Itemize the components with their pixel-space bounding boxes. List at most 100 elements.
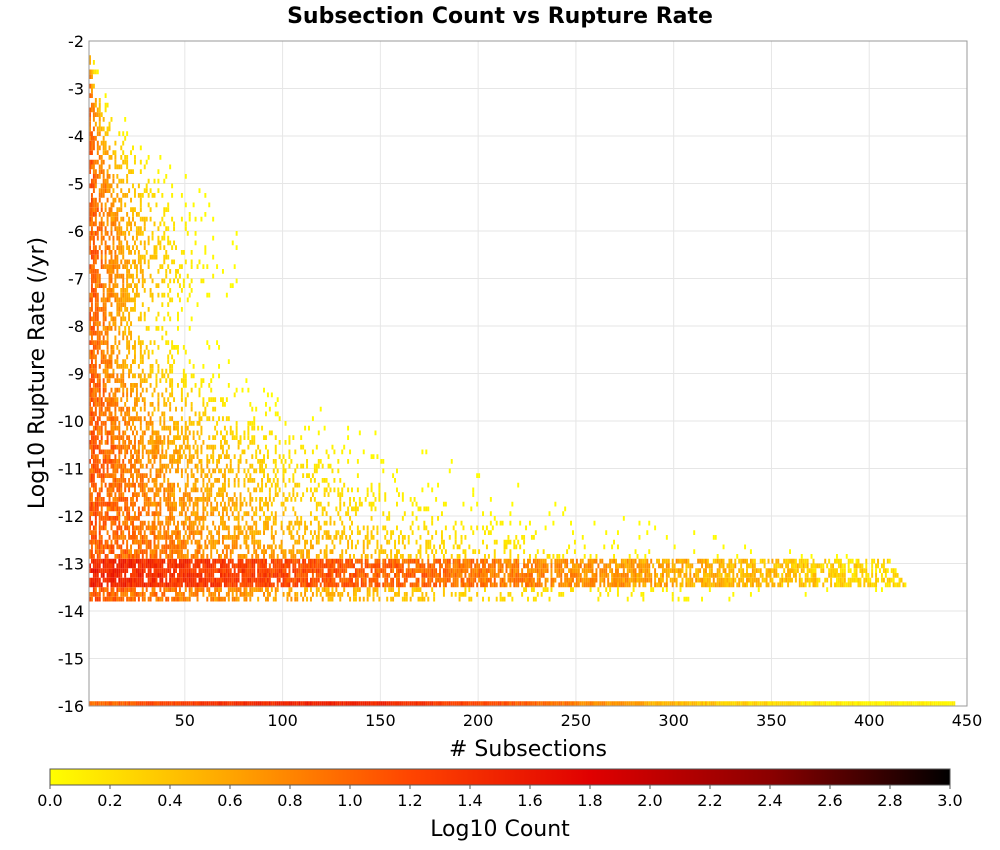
heatmap-cell bbox=[435, 573, 438, 578]
heatmap-cell bbox=[135, 449, 138, 455]
heatmap-cell bbox=[270, 430, 273, 436]
heatmap-cell bbox=[300, 516, 303, 521]
heatmap-cell bbox=[202, 397, 205, 402]
heatmap-cell bbox=[392, 530, 395, 535]
heatmap-cell bbox=[182, 568, 185, 573]
heatmap-cell bbox=[384, 497, 387, 502]
heatmap-cell bbox=[206, 525, 209, 531]
heatmap-cell bbox=[841, 582, 844, 588]
heatmap-cell bbox=[220, 582, 222, 588]
heatmap-cell bbox=[104, 311, 107, 317]
heatmap-cell bbox=[173, 487, 176, 493]
heatmap-cell bbox=[433, 544, 436, 550]
heatmap-cell bbox=[98, 459, 101, 464]
heatmap-cell bbox=[157, 311, 160, 317]
heatmap-cell bbox=[628, 554, 631, 559]
heatmap-cell bbox=[120, 302, 123, 307]
heatmap-cell bbox=[124, 468, 127, 474]
heatmap-cell bbox=[106, 373, 109, 379]
heatmap-cell bbox=[523, 558, 526, 564]
heatmap-cell bbox=[509, 511, 512, 516]
heatmap-cell bbox=[133, 539, 136, 545]
heatmap-cell bbox=[368, 582, 371, 588]
heatmap-cell bbox=[157, 516, 160, 521]
heatmap-cell bbox=[278, 440, 281, 445]
heatmap-cell bbox=[165, 501, 168, 507]
heatmap-cell bbox=[155, 549, 158, 554]
heatmap-cell bbox=[597, 596, 600, 602]
heatmap-cell bbox=[427, 563, 430, 569]
heatmap-cell bbox=[405, 568, 408, 573]
heatmap-cell bbox=[114, 478, 117, 483]
heatmap-cell bbox=[124, 520, 127, 526]
heatmap-cell bbox=[591, 573, 594, 578]
heatmap-cell bbox=[583, 544, 586, 550]
heatmap-cell bbox=[415, 516, 418, 521]
heatmap-cell bbox=[223, 520, 226, 526]
heatmap-cell bbox=[122, 359, 125, 364]
heatmap-cell bbox=[163, 373, 166, 379]
heatmap-cell bbox=[372, 454, 375, 459]
heatmap-cell bbox=[892, 582, 895, 588]
heatmap-cell bbox=[159, 463, 162, 469]
heatmap-cell bbox=[775, 558, 778, 564]
heatmap-cell bbox=[523, 577, 526, 583]
heatmap-cell bbox=[114, 454, 117, 459]
heatmap-cell bbox=[356, 459, 359, 464]
heatmap-cell bbox=[595, 568, 598, 573]
heatmap-cell bbox=[118, 573, 121, 578]
heatmap-cell bbox=[223, 525, 226, 531]
heatmap-cell bbox=[145, 582, 148, 588]
heatmap-cell bbox=[194, 478, 197, 483]
heatmap-cell bbox=[202, 516, 205, 521]
heatmap-cell bbox=[487, 596, 490, 602]
heatmap-cell bbox=[763, 563, 766, 569]
heatmap-cell bbox=[151, 563, 154, 569]
heatmap-cell bbox=[108, 558, 111, 564]
heatmap-cell bbox=[247, 425, 250, 431]
heatmap-cell bbox=[329, 577, 332, 583]
heatmap-cell bbox=[206, 587, 209, 592]
heatmap-cell bbox=[704, 558, 707, 564]
heatmap-cell bbox=[789, 568, 792, 573]
heatmap-cell bbox=[313, 582, 316, 588]
heatmap-cell bbox=[133, 345, 136, 350]
heatmap-cell bbox=[382, 573, 385, 578]
heatmap-cell bbox=[157, 558, 160, 564]
heatmap-cell bbox=[517, 539, 520, 545]
heatmap-cell bbox=[130, 596, 133, 602]
heatmap-cell bbox=[118, 525, 121, 531]
heatmap-cell bbox=[274, 587, 277, 592]
heatmap-cell bbox=[732, 592, 735, 597]
heatmap-cell bbox=[118, 307, 121, 312]
heatmap-cell bbox=[716, 573, 719, 578]
heatmap-cell bbox=[98, 387, 101, 393]
heatmap-cell bbox=[466, 582, 469, 588]
heatmap-cell bbox=[225, 397, 228, 402]
heatmap-cell bbox=[331, 573, 334, 578]
heatmap-cell bbox=[233, 568, 236, 573]
heatmap-cell bbox=[139, 345, 142, 350]
heatmap-cell bbox=[126, 525, 129, 531]
heatmap-cell bbox=[873, 558, 876, 564]
heatmap-cell bbox=[112, 478, 115, 483]
heatmap-cell bbox=[132, 297, 134, 303]
heatmap-cell bbox=[223, 506, 226, 512]
heatmap-cell bbox=[877, 577, 880, 583]
heatmap-cell bbox=[388, 573, 391, 578]
heatmap-cell bbox=[165, 387, 168, 393]
heatmap-cell bbox=[90, 397, 93, 402]
heatmap-cell bbox=[532, 568, 535, 573]
heatmap-cell bbox=[98, 321, 101, 326]
heatmap-cell bbox=[789, 549, 792, 554]
heatmap-cell bbox=[751, 558, 754, 564]
heatmap-cell bbox=[231, 573, 234, 578]
heatmap-cell bbox=[247, 535, 250, 540]
heatmap-cell bbox=[751, 568, 754, 573]
heatmap-cell bbox=[130, 582, 133, 588]
heatmap-cell bbox=[744, 544, 747, 550]
heatmap-cell bbox=[313, 577, 316, 583]
heatmap-cell bbox=[347, 511, 350, 516]
heatmap-cell bbox=[495, 539, 498, 545]
heatmap-cell bbox=[317, 459, 320, 464]
